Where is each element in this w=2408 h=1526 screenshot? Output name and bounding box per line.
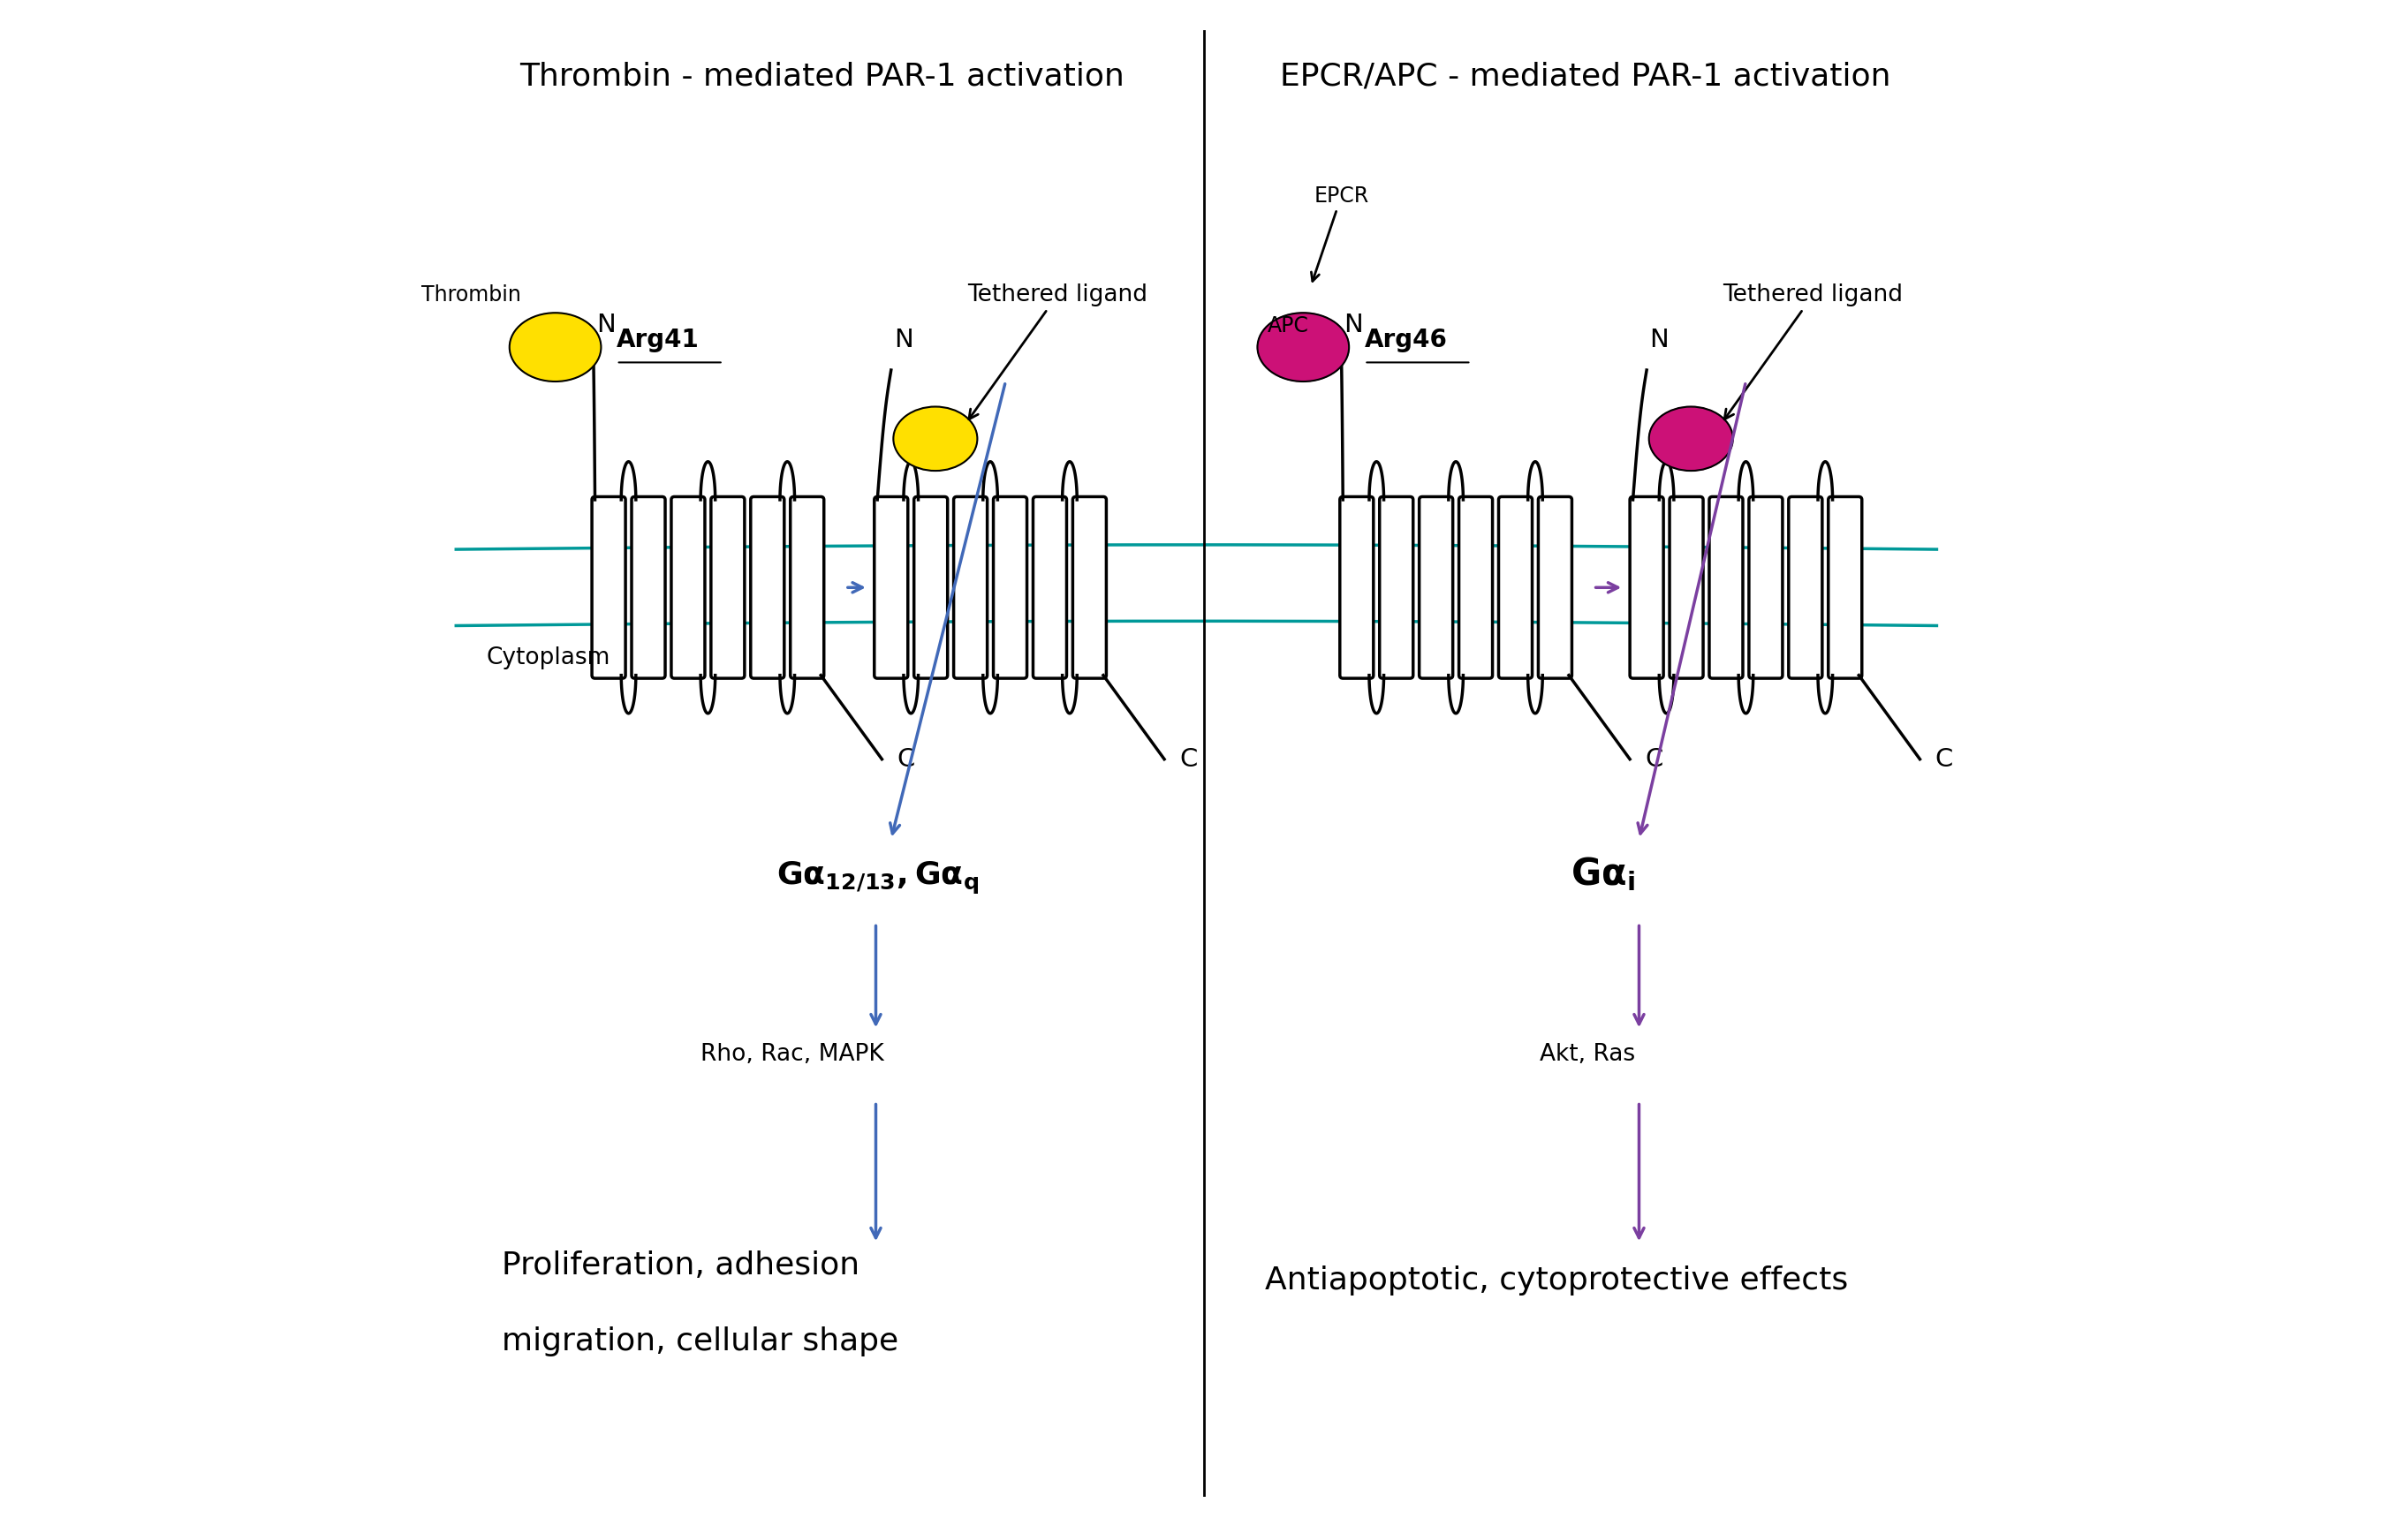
FancyBboxPatch shape	[1828, 497, 1861, 678]
Ellipse shape	[510, 313, 602, 382]
FancyBboxPatch shape	[1789, 497, 1823, 678]
FancyBboxPatch shape	[672, 497, 706, 678]
FancyBboxPatch shape	[1380, 497, 1413, 678]
Text: EPCR: EPCR	[1312, 186, 1368, 281]
FancyBboxPatch shape	[710, 497, 744, 678]
FancyBboxPatch shape	[592, 497, 626, 678]
Text: Akt, Ras: Akt, Ras	[1539, 1042, 1635, 1065]
FancyBboxPatch shape	[874, 497, 908, 678]
Text: Antiapoptotic, cytoprotective effects: Antiapoptotic, cytoprotective effects	[1264, 1265, 1849, 1296]
FancyBboxPatch shape	[1630, 497, 1664, 678]
Text: C: C	[898, 748, 915, 772]
Text: N: N	[1344, 313, 1363, 337]
Ellipse shape	[893, 406, 978, 470]
FancyBboxPatch shape	[1033, 497, 1067, 678]
FancyBboxPatch shape	[1072, 497, 1105, 678]
Ellipse shape	[1257, 313, 1348, 382]
Text: Cytoplasm: Cytoplasm	[486, 645, 612, 668]
Text: C: C	[1180, 748, 1197, 772]
Text: C: C	[1936, 748, 1953, 772]
Text: C: C	[1645, 748, 1664, 772]
FancyBboxPatch shape	[631, 497, 665, 678]
Text: Rho, Rac, MAPK: Rho, Rac, MAPK	[701, 1042, 884, 1065]
Text: N: N	[1649, 328, 1669, 353]
FancyBboxPatch shape	[1669, 497, 1702, 678]
FancyBboxPatch shape	[1339, 497, 1373, 678]
Text: Tethered ligand: Tethered ligand	[1724, 284, 1902, 420]
FancyBboxPatch shape	[915, 497, 949, 678]
FancyBboxPatch shape	[1539, 497, 1572, 678]
FancyBboxPatch shape	[954, 497, 987, 678]
FancyBboxPatch shape	[1710, 497, 1743, 678]
Text: APC: APC	[1267, 316, 1308, 336]
FancyBboxPatch shape	[790, 497, 824, 678]
FancyBboxPatch shape	[1498, 497, 1531, 678]
Text: Arg41: Arg41	[616, 328, 698, 353]
FancyBboxPatch shape	[1418, 497, 1452, 678]
Text: Thrombin - mediated PAR-1 activation: Thrombin - mediated PAR-1 activation	[520, 61, 1125, 92]
Text: Arg46: Arg46	[1365, 328, 1447, 353]
Text: N: N	[597, 313, 616, 337]
Text: Tethered ligand: Tethered ligand	[968, 284, 1149, 420]
FancyBboxPatch shape	[1748, 497, 1782, 678]
Text: EPCR/APC - mediated PAR-1 activation: EPCR/APC - mediated PAR-1 activation	[1281, 61, 1890, 92]
Ellipse shape	[1649, 406, 1734, 470]
FancyBboxPatch shape	[995, 497, 1026, 678]
Text: Proliferation, adhesion: Proliferation, adhesion	[501, 1250, 860, 1280]
Text: N: N	[893, 328, 913, 353]
Text: $\mathbf{G\alpha_{12/13}}$$\mathbf{,G\alpha_q}$: $\mathbf{G\alpha_{12/13}}$$\mathbf{,G\al…	[778, 861, 980, 897]
Text: migration, cellular shape: migration, cellular shape	[501, 1326, 898, 1357]
FancyBboxPatch shape	[1459, 497, 1493, 678]
FancyBboxPatch shape	[751, 497, 785, 678]
Text: $\mathbf{G\alpha_i}$: $\mathbf{G\alpha_i}$	[1570, 855, 1635, 893]
Text: Thrombin: Thrombin	[421, 285, 520, 305]
